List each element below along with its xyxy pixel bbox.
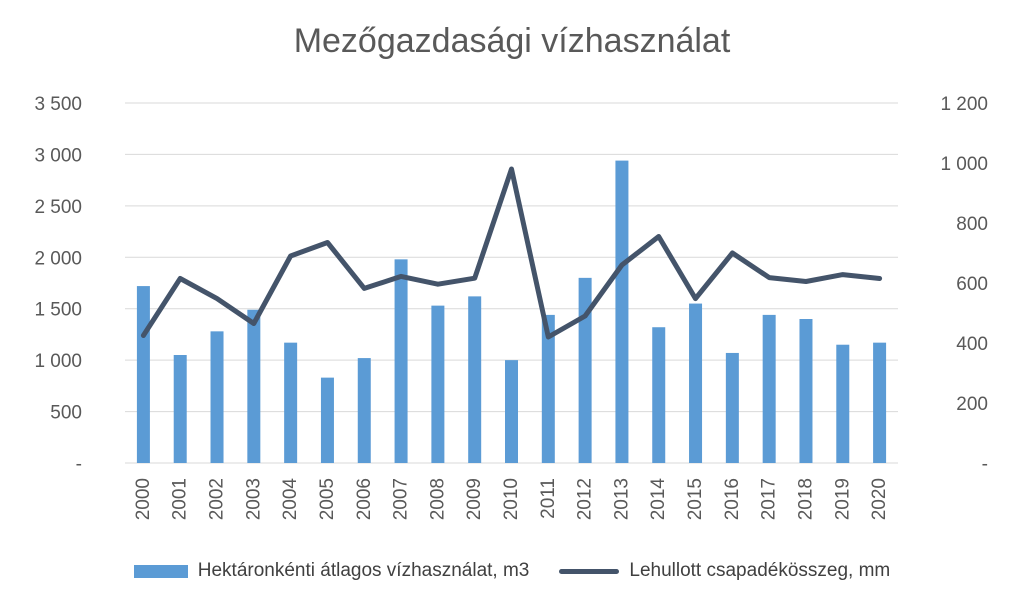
legend-item-water-use: Hektáronkénti átlagos vízhasználat, m3 — [133, 560, 530, 582]
line-point-2017 — [768, 277, 770, 279]
left-tick-label: 1 500 — [34, 300, 82, 321]
bar-2012 — [578, 277, 592, 463]
line-point-2005 — [326, 242, 328, 243]
x-tick-label: 2014 — [648, 478, 669, 521]
line-point-2008 — [437, 283, 439, 285]
line-series — [140, 166, 883, 340]
legend-label-water-use: Hektáronkénti átlagos vízhasználat, m3 — [197, 560, 530, 581]
line-point-2012 — [584, 315, 586, 317]
x-axis: 2000 2001 2002 2003 2004 2005 2006 2007 2008 2009… — [133, 478, 890, 521]
x-tick-label: 2016 — [722, 478, 743, 520]
right-tick-label: 1 000 — [940, 154, 988, 175]
bar-2017 — [762, 314, 776, 463]
x-tick-label: 2011 — [538, 478, 559, 519]
bar-2007 — [394, 259, 408, 463]
x-tick-label: 2013 — [611, 478, 632, 520]
line-point-2007 — [400, 275, 402, 277]
legend-label-precipitation: Lehullott csapadékösszeg, mm — [629, 560, 891, 581]
x-tick-label: 2018 — [795, 478, 816, 520]
x-tick-label: 2008 — [427, 478, 448, 520]
bar-2005 — [320, 377, 334, 463]
bar-2008 — [431, 305, 445, 463]
x-tick-label: 2004 — [280, 478, 301, 521]
x-tick-label: 2012 — [575, 478, 596, 520]
x-tick-label: 2000 — [133, 478, 154, 520]
line-point-2018 — [805, 281, 807, 282]
right-tick-label: 600 — [956, 274, 988, 295]
x-tick-label: 2003 — [243, 478, 264, 520]
x-tick-label: 2002 — [207, 478, 228, 520]
x-tick-label: 2001 — [170, 478, 191, 520]
bar-2000 — [136, 286, 150, 463]
line-point-2002 — [216, 298, 218, 300]
x-tick-label: 2006 — [354, 478, 375, 520]
left-axis: - 500 1 000 1 500 2 000 2 500 3 000 3 500 — [34, 94, 82, 475]
bar-2009 — [468, 296, 482, 463]
left-tick-label: 2 000 — [34, 248, 82, 269]
left-tick-label: - — [76, 454, 82, 475]
left-tick-label: 3 500 — [34, 94, 82, 115]
line-point-2019 — [842, 274, 844, 276]
bar-2003 — [247, 309, 261, 463]
x-tick-label: 2010 — [501, 478, 522, 520]
bar-2010 — [505, 360, 518, 463]
right-tick-label: - — [982, 454, 988, 475]
right-tick-label: 200 — [956, 394, 988, 415]
legend: Hektáronkénti átlagos vízhasználat, m3 L… — [0, 560, 1024, 582]
bar-2018 — [799, 319, 813, 463]
bar-2006 — [357, 358, 371, 463]
bar-series — [136, 160, 887, 463]
line-point-2015 — [695, 298, 697, 300]
legend-item-precipitation: Lehullott csapadékösszeg, mm — [559, 560, 890, 582]
x-tick-label: 2020 — [869, 478, 890, 520]
x-tick-label: 2007 — [391, 478, 412, 520]
line-point-2000 — [142, 335, 144, 336]
right-tick-label: 1 200 — [940, 94, 988, 115]
bar-2014 — [652, 327, 666, 463]
line-point-2003 — [253, 323, 255, 324]
right-tick-label: 800 — [956, 214, 988, 235]
left-tick-label: 2 500 — [34, 197, 82, 218]
left-tick-label: 1 000 — [34, 351, 82, 372]
line-point-2010 — [511, 168, 512, 170]
right-tick-label: 400 — [956, 334, 988, 355]
bar-2001 — [173, 355, 187, 463]
bar-2020 — [873, 342, 887, 463]
legend-swatch-bar — [133, 564, 188, 578]
bar-2004 — [284, 342, 298, 463]
bar-2019 — [836, 344, 850, 463]
left-tick-label: 3 000 — [34, 145, 82, 166]
line-point-2013 — [621, 264, 623, 266]
line-point-2011 — [547, 336, 549, 338]
bar-2011 — [541, 314, 555, 463]
line-point-2006 — [363, 287, 365, 289]
chart-title: Mezőgazdasági vízhasználat — [293, 22, 731, 60]
bar-2016 — [725, 352, 739, 463]
line-point-2001 — [179, 278, 181, 279]
line-point-2014 — [658, 236, 660, 237]
x-tick-label: 2009 — [464, 478, 485, 520]
x-tick-label: 2015 — [685, 478, 706, 520]
legend-swatch-line — [559, 568, 620, 574]
line-point-2004 — [290, 255, 292, 257]
right-axis: - 200 400 600 800 1 000 1 200 — [940, 94, 988, 475]
x-tick-label: 2019 — [832, 478, 853, 520]
line-point-2009 — [474, 277, 476, 279]
line-point-2020 — [879, 278, 881, 279]
line-point-2016 — [731, 252, 733, 254]
bar-2002 — [210, 331, 224, 463]
left-tick-label: 500 — [50, 403, 82, 424]
x-tick-label: 2005 — [317, 478, 338, 520]
x-tick-label: 2017 — [759, 478, 780, 520]
bar-2013 — [615, 160, 629, 463]
bar-2015 — [689, 303, 703, 463]
